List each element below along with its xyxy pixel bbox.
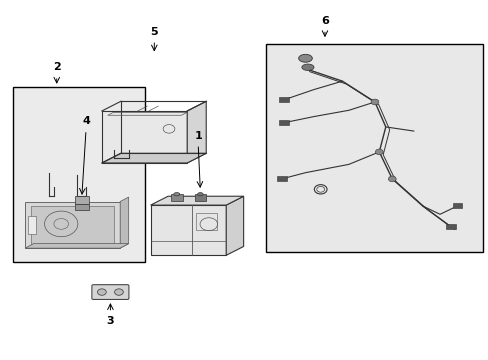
Polygon shape [102, 111, 187, 163]
Bar [195, 194, 205, 201]
Text: 3: 3 [106, 316, 114, 326]
Ellipse shape [197, 193, 203, 196]
Polygon shape [226, 196, 243, 255]
Polygon shape [150, 196, 243, 205]
Circle shape [114, 289, 123, 295]
FancyBboxPatch shape [92, 285, 129, 300]
Bar [75, 196, 88, 204]
Bar [276, 176, 286, 181]
Bar [13, 87, 144, 262]
Polygon shape [25, 244, 128, 248]
Circle shape [370, 99, 378, 105]
Text: 6: 6 [320, 16, 328, 26]
Polygon shape [187, 101, 206, 163]
Bar [75, 204, 88, 210]
Bar [278, 97, 288, 102]
Text: 1: 1 [194, 131, 202, 140]
Bar [445, 224, 455, 229]
Circle shape [97, 289, 106, 295]
Bar [266, 44, 483, 252]
Ellipse shape [298, 54, 312, 62]
Circle shape [387, 176, 395, 182]
Text: 2: 2 [53, 62, 61, 72]
Polygon shape [120, 197, 128, 248]
Bar [27, 216, 36, 234]
Bar [451, 203, 461, 208]
Polygon shape [25, 202, 120, 248]
Ellipse shape [173, 193, 180, 196]
Text: 5: 5 [150, 27, 158, 37]
Polygon shape [31, 206, 114, 244]
Text: 4: 4 [82, 116, 90, 126]
Bar [196, 213, 217, 230]
Bar [278, 120, 288, 125]
Bar [170, 194, 183, 201]
Polygon shape [102, 153, 206, 163]
Polygon shape [150, 205, 226, 255]
Circle shape [375, 149, 383, 155]
Ellipse shape [301, 64, 313, 71]
